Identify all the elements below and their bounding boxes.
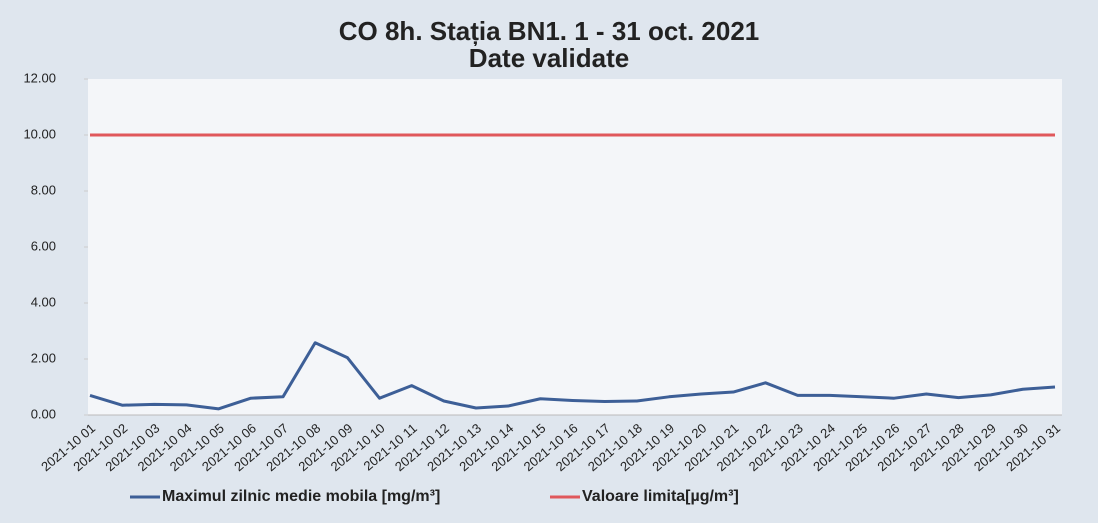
y-tick-label: 10.00 [23,126,56,141]
y-tick-label: 12.00 [23,70,56,85]
chart-subtitle: Date validate [469,43,629,73]
legend-label: Valoare limita[µg/m³] [582,488,739,505]
series-line [89,341,1056,411]
legend-label: Maximul zilnic medie mobila [mg/m³] [162,488,440,505]
y-tick-label: 6.00 [31,238,56,253]
y-tick-label: 0.00 [31,406,56,421]
y-tick-label: 2.00 [31,350,56,365]
y-tick-label: 8.00 [31,182,56,197]
y-tick-label: 4.00 [31,294,56,309]
chart-title: CO 8h. Stația BN1. 1 - 31 oct. 2021 [339,16,760,46]
plot-area [88,79,1062,415]
